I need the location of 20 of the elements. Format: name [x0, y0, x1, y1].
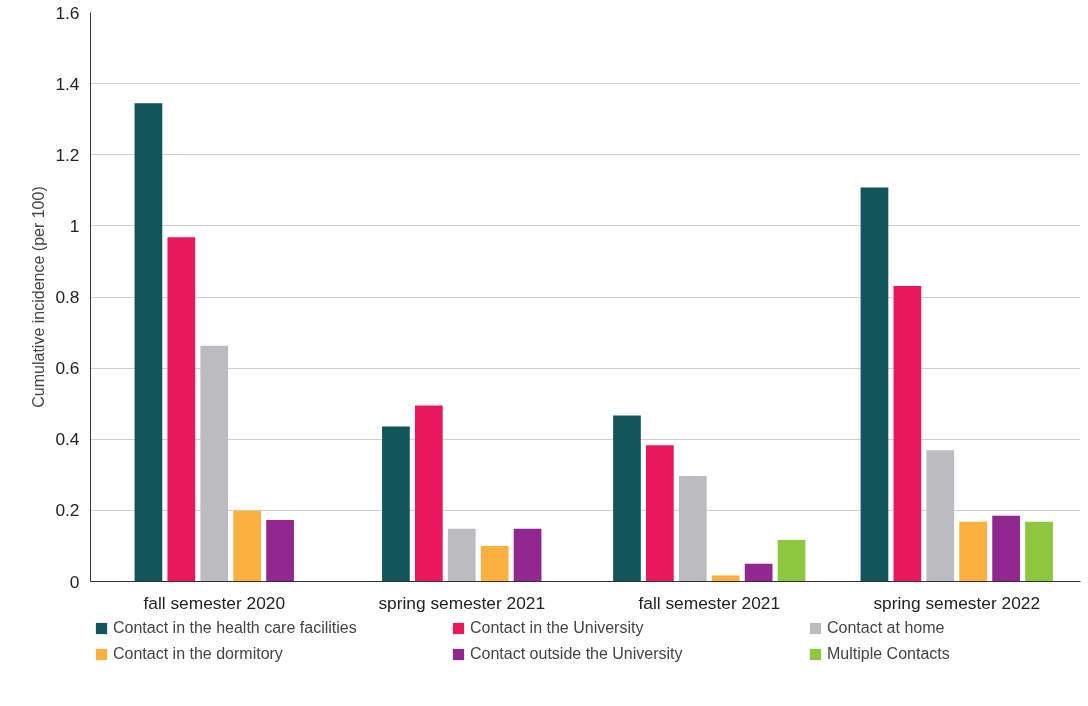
legend-label: Contact in the University — [470, 619, 645, 637]
x-tick-label: fall semester 2020 — [143, 592, 286, 613]
y-tick-label: 0.6 — [55, 358, 80, 379]
y-tick-label: 1.4 — [55, 73, 80, 94]
x-tick-label: fall semester 2021 — [638, 592, 781, 613]
y-tick-label: 0 — [69, 571, 80, 592]
legend-label: Contact outside the University — [470, 645, 684, 663]
y-tick-label: 1.6 — [55, 2, 80, 23]
y-tick-label: 0.2 — [55, 500, 80, 521]
legend-label: Multiple Contacts — [827, 645, 951, 663]
legend-label: Contact in the dormitory — [113, 645, 284, 663]
legend-label: Contact at home — [827, 619, 946, 637]
legend-label: Contact in the health care facilities — [113, 619, 358, 637]
x-tick-label: spring semester 2021 — [378, 592, 546, 613]
y-axis-title: Cumulative incidence (per 100) — [30, 186, 48, 408]
x-tick-label: spring semester 2022 — [873, 592, 1041, 613]
y-tick-label: 0.8 — [55, 287, 80, 307]
y-tick-label: 1.2 — [55, 144, 80, 165]
y-tick-label: 1 — [69, 215, 80, 236]
y-tick-label: 0.4 — [55, 429, 80, 450]
